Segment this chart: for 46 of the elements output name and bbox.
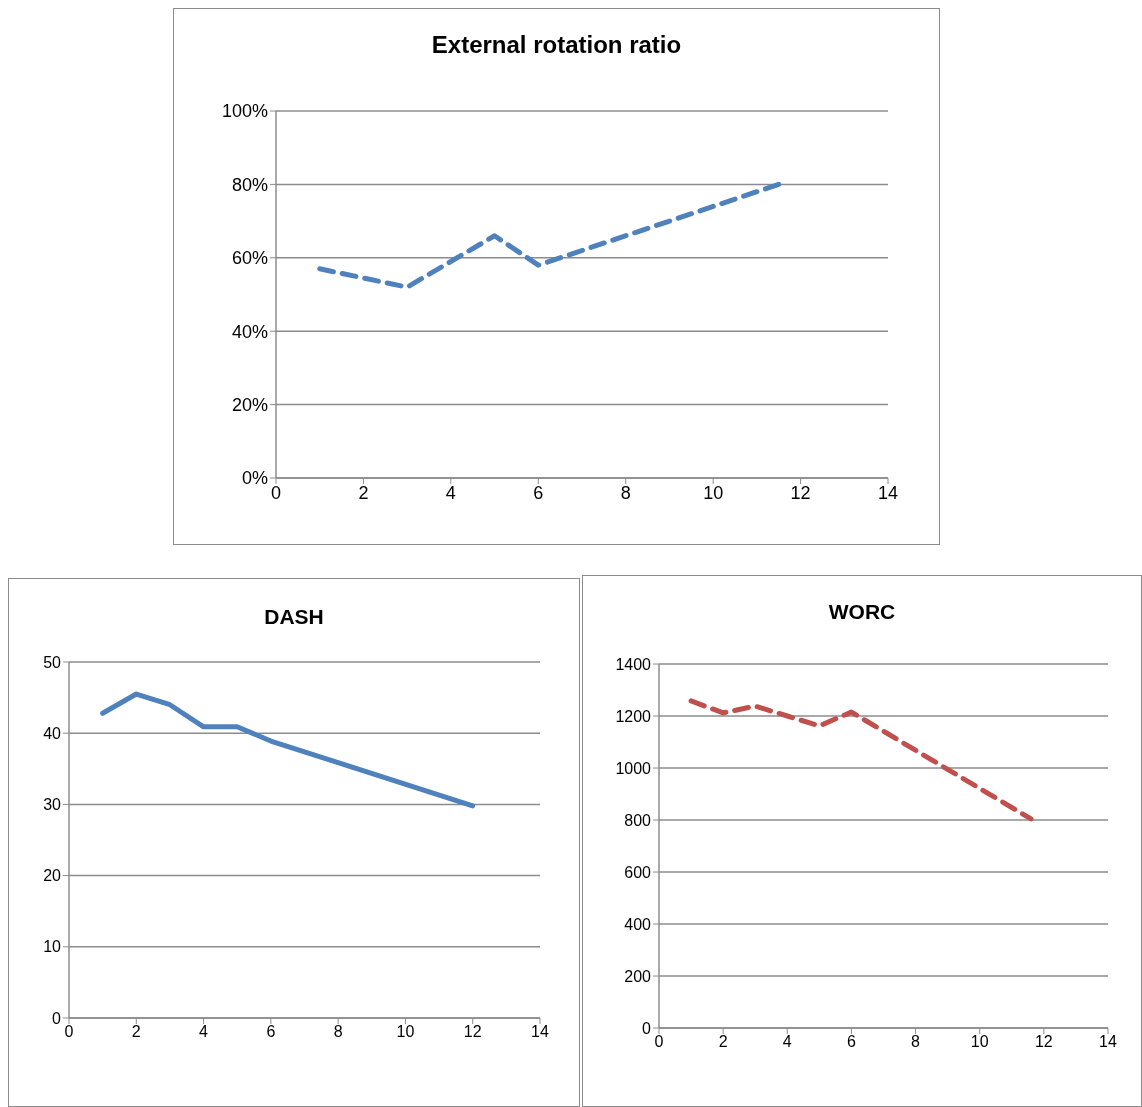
x-tick-label: 10 [396, 1023, 415, 1041]
x-tick-label: 14 [531, 1023, 549, 1041]
x-tick-label: 8 [620, 482, 631, 503]
x-tick-label: 10 [970, 1033, 989, 1051]
x-tick-label: 0 [270, 482, 282, 503]
x-tick-label: 0 [654, 1033, 664, 1051]
x-tick-label: 2 [718, 1033, 728, 1051]
y-tick-label: 400 [624, 915, 652, 933]
y-tick-label: 60% [231, 248, 268, 269]
y-tick-label: 10 [43, 938, 62, 956]
x-tick-label: 4 [782, 1033, 792, 1051]
y-tick-label: 200 [624, 967, 652, 985]
x-tick-label: 10 [703, 482, 724, 503]
y-tick-label: 20% [231, 394, 268, 415]
y-tick-label: 1400 [615, 655, 652, 673]
x-tick-label: 6 [266, 1023, 276, 1041]
x-tick-label: 2 [131, 1023, 141, 1041]
x-tick-label: 0 [64, 1023, 74, 1041]
x-tick-label: 4 [445, 482, 456, 503]
y-tick-label: 1200 [615, 707, 652, 725]
x-tick-label: 12 [790, 482, 811, 503]
y-tick-label: 0 [52, 1009, 62, 1027]
x-tick-label: 12 [1034, 1033, 1053, 1051]
x-tick-label: 8 [333, 1023, 343, 1041]
y-tick-label: 30 [43, 796, 62, 814]
chart-title: WORC [827, 600, 897, 624]
y-tick-label: 100% [221, 101, 268, 122]
y-tick-label: 40% [231, 321, 268, 342]
chart-title: DASH [263, 605, 325, 629]
y-tick-label: 800 [624, 811, 652, 829]
y-tick-label: 20 [43, 867, 62, 885]
y-tick-label: 80% [231, 174, 268, 195]
x-tick-label: 6 [846, 1033, 856, 1051]
x-tick-label: 14 [877, 482, 899, 503]
y-tick-label: 1000 [615, 759, 652, 777]
y-tick-label: 50 [43, 653, 62, 671]
x-tick-label: 12 [463, 1023, 482, 1041]
x-tick-label: 6 [533, 482, 544, 503]
y-tick-label: 600 [624, 863, 652, 881]
y-tick-label: 40 [43, 724, 62, 742]
x-tick-label: 14 [1099, 1033, 1117, 1051]
x-tick-label: 8 [911, 1033, 921, 1051]
x-tick-label: 4 [199, 1023, 209, 1041]
chart-title: External rotation ratio [430, 31, 683, 59]
y-tick-label: 0% [241, 468, 268, 489]
x-tick-label: 2 [358, 482, 369, 503]
